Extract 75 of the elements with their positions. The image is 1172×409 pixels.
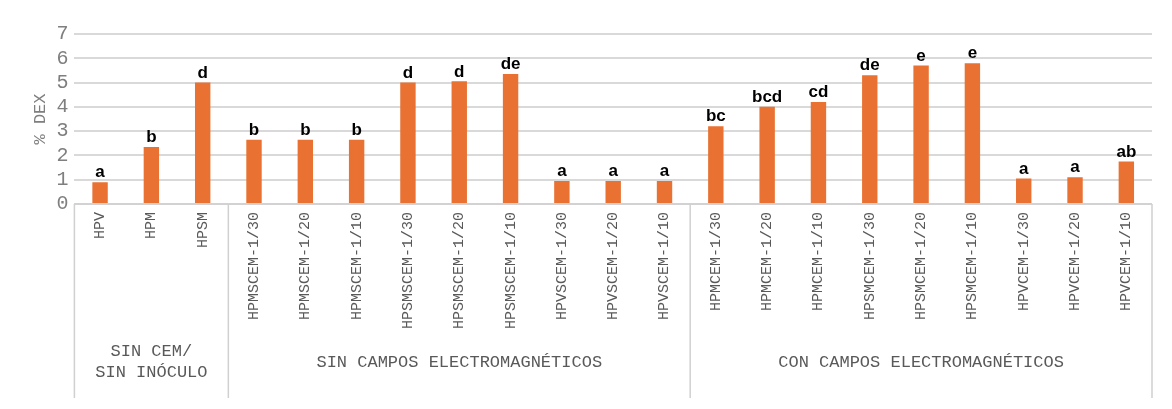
data-label: b bbox=[351, 119, 362, 139]
data-label: e bbox=[916, 45, 926, 65]
bar bbox=[502, 74, 519, 203]
x-tick-label: HPVCEM-1/10 bbox=[1118, 211, 1136, 312]
data-label: b bbox=[146, 127, 157, 147]
text: CON CAMPOS ELECTROMAGNÉTICOS bbox=[778, 352, 1064, 372]
data-label: b bbox=[248, 119, 260, 139]
data-label: a bbox=[557, 161, 568, 181]
x-tick-label: HPVSCEM-1/20 bbox=[605, 211, 623, 321]
y-tick-label: 6 bbox=[56, 46, 69, 70]
y-tick-label: 4 bbox=[56, 95, 69, 119]
data-label: d bbox=[197, 62, 208, 82]
x-tick-label: HPSMCEM-1/30 bbox=[861, 211, 879, 321]
y-tick-label: 7 bbox=[56, 22, 69, 46]
x-tick-label: HPM bbox=[143, 211, 161, 239]
x-tick-label: HPSMSCEM-1/30 bbox=[399, 211, 417, 330]
x-tick-label: HPSMCEM-1/10 bbox=[964, 211, 982, 321]
bar bbox=[143, 146, 160, 203]
bar bbox=[1067, 177, 1083, 203]
bar bbox=[297, 139, 314, 203]
x-tick-label: HPVSCEM-1/30 bbox=[553, 211, 571, 321]
data-label: d bbox=[454, 61, 465, 81]
x-tick-label: HPVSCEM-1/10 bbox=[656, 211, 674, 321]
data-label: cd bbox=[808, 82, 829, 102]
data-label: a bbox=[1018, 158, 1029, 178]
data-label: a bbox=[659, 161, 670, 181]
data-label: e bbox=[967, 43, 978, 63]
x-tick-label: HPVCEM-1/30 bbox=[1015, 211, 1033, 312]
bar bbox=[554, 180, 570, 203]
data-label: ab bbox=[1116, 141, 1137, 161]
text: SIN CEM/ SIN INÓCULO bbox=[95, 342, 208, 382]
x-tick-label: HPV bbox=[92, 211, 110, 239]
bar bbox=[400, 82, 416, 203]
x-tick-label: HPMSCEM-1/10 bbox=[348, 211, 366, 321]
y-tick-label: 5 bbox=[56, 70, 69, 94]
x-tick-label: HPSMCEM-1/20 bbox=[913, 211, 931, 321]
x-tick-label: HPSM bbox=[194, 211, 212, 248]
y-axis-title: % DEX bbox=[30, 93, 50, 145]
data-label: a bbox=[1070, 157, 1081, 177]
x-tick-label: HPSMSCEM-1/20 bbox=[451, 211, 469, 330]
data-label: de bbox=[859, 55, 880, 75]
bar bbox=[451, 81, 467, 203]
bar bbox=[759, 106, 775, 203]
x-tick-label: HPVCEM-1/20 bbox=[1067, 211, 1084, 312]
bar bbox=[656, 180, 673, 203]
x-tick-label: HPMCEM-1/10 bbox=[810, 211, 828, 312]
x-tick-label: HPSMSCEM-1/10 bbox=[502, 211, 520, 330]
bar bbox=[1118, 161, 1135, 203]
y-tick-label: 3 bbox=[56, 119, 69, 143]
data-label: bc bbox=[705, 106, 726, 126]
text: SIN CAMPOS ELECTROMAGNÉTICOS bbox=[316, 352, 603, 372]
x-tick-label: HPMCEM-1/30 bbox=[707, 211, 725, 312]
data-label: de bbox=[500, 54, 521, 74]
y-tick-label: 0 bbox=[56, 192, 69, 216]
y-tick-label: 2 bbox=[56, 143, 69, 167]
data-label: bcd bbox=[752, 87, 783, 107]
bar bbox=[862, 75, 878, 203]
bar bbox=[605, 180, 621, 203]
bar bbox=[194, 82, 211, 203]
y-tick-label: 1 bbox=[56, 167, 69, 191]
bar bbox=[348, 139, 365, 203]
bar bbox=[964, 63, 981, 203]
x-tick-label: HPMCEM-1/20 bbox=[759, 211, 777, 312]
x-tick-label: HPMSCEM-1/30 bbox=[245, 211, 263, 321]
bar bbox=[708, 126, 724, 203]
bar bbox=[913, 65, 929, 203]
x-tick-label: HPMSCEM-1/20 bbox=[297, 211, 315, 321]
data-label: b bbox=[300, 119, 311, 139]
data-label: d bbox=[402, 62, 414, 82]
data-label: a bbox=[608, 161, 619, 181]
bar bbox=[92, 182, 108, 203]
bar bbox=[810, 101, 827, 203]
data-label: a bbox=[95, 162, 106, 182]
bar bbox=[1016, 178, 1032, 203]
bar bbox=[246, 139, 262, 203]
